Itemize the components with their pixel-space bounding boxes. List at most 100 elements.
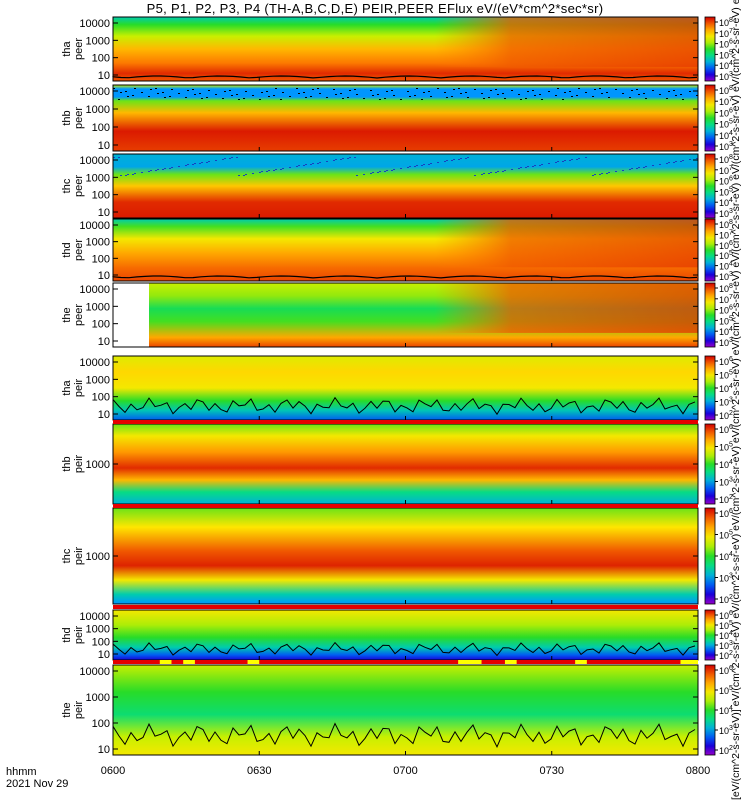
colorbar-tick-label: 105 (719, 442, 733, 453)
y-tick-label: 100 (92, 253, 110, 265)
y-tick-label: 100 (92, 53, 110, 65)
panel-label-product: peir (73, 700, 85, 719)
colorbar-tick-label: 103 (719, 573, 733, 584)
panel-label-product: peir (73, 454, 85, 473)
colorbar-tick-label: 107 (719, 28, 733, 39)
colorbar (704, 423, 716, 505)
colorbar-tick-label: 105 (719, 685, 733, 696)
colorbar-tick-label: 103 (719, 71, 733, 82)
colorbar-tick-label: 105 (719, 620, 733, 631)
y-tick-label: 10 (98, 270, 110, 282)
heatmap-image (113, 356, 698, 420)
colorbar (704, 609, 716, 661)
colorbar-tick-label: 104 (719, 551, 733, 562)
status-gap (183, 660, 195, 664)
time-format-label: hhmm (6, 766, 37, 778)
panel-label-product: peer (73, 239, 85, 261)
panel-label-product: peer (73, 38, 85, 60)
y-tick-label: 1000 (86, 104, 110, 116)
colorbar (704, 507, 716, 605)
y-tick-label: 10000 (79, 357, 110, 369)
colorbar-tick-label: 108 (719, 85, 733, 96)
status-gap (575, 660, 587, 664)
y-tick-label: 10 (98, 649, 110, 661)
panel-thc-peir: 1000 thc peir 106 105 104 103 102 (61, 507, 733, 605)
heatmap-overlay (113, 283, 698, 333)
colorbar-tick-label: 104 (719, 383, 733, 394)
colorbar-tick-label: 105 (719, 49, 733, 60)
potential-contour (112, 75, 698, 79)
noise-contour (112, 641, 696, 657)
colorbar-tick-label: 105 (719, 119, 733, 130)
y-tick-label: 100 (92, 319, 110, 331)
y-tick-label: 100 (92, 718, 110, 730)
heatmap-image (113, 424, 698, 504)
panel-label-product: peir (73, 625, 85, 644)
x-tick-label: 0630 (247, 765, 271, 777)
y-tick-label: 10000 (79, 155, 110, 167)
colorbar-tick-label: 104 (719, 326, 733, 337)
colorbar-tick-label: 103 (719, 640, 733, 651)
y-tick-label: 10000 (79, 611, 110, 623)
colorbar-tick-label: 105 (719, 530, 733, 541)
colorbar-tick-label: 107 (719, 96, 733, 107)
colorbar-tick-label: 106 (719, 176, 733, 187)
y-tick-label: 1000 (86, 692, 110, 704)
heatmap-overlay (113, 219, 698, 268)
panel-label-instrument: tha (61, 379, 73, 395)
panel-label-instrument: thb (61, 110, 73, 125)
panel-label-product: peer (73, 107, 85, 129)
colorbar-tick-label: 106 (719, 424, 733, 435)
colorbar (704, 218, 716, 282)
noise-contour (112, 722, 696, 748)
panel-label-instrument: thd (61, 627, 73, 642)
colorbar-tick-label: 103 (719, 725, 733, 736)
colorbar-tick-label: 102 (719, 494, 733, 505)
panel-label-instrument: thc (61, 178, 73, 193)
heatmap-image (113, 85, 698, 151)
colorbar-tick-label: 108 (719, 283, 733, 294)
data-gap (113, 283, 149, 347)
status-gap (247, 660, 260, 664)
y-tick-label: 1000 (86, 35, 110, 47)
colorbar-tick-label: 103 (719, 397, 733, 408)
status-bar-thc (113, 605, 698, 609)
colorbar-tick-label: 104 (719, 459, 733, 470)
y-tick-label: 10 (98, 70, 110, 82)
colorbar (704, 16, 716, 82)
colorbar-tick-label: 106 (719, 356, 733, 367)
colorbar-tick-label: 108 (719, 154, 733, 165)
panel-label-instrument: the (61, 307, 73, 322)
status-bar (113, 660, 698, 664)
y-tick-label: 10000 (79, 18, 110, 30)
colorbar-tick-label: 105 (719, 315, 733, 326)
colorbar-tick-label: 102 (719, 745, 733, 756)
status-bar-thd (113, 660, 698, 664)
y-tick-label: 10 (98, 140, 110, 152)
colorbar-tick-label: 103 (719, 208, 733, 219)
colorbar-tick-label: 104 (719, 705, 733, 716)
y-tick-label: 100 (92, 636, 110, 648)
y-tick-label: 1000 (86, 624, 110, 636)
y-tick-label: 10 (98, 409, 110, 421)
colorbar-tick-label: 105 (719, 186, 733, 197)
panel-thb-peir: 1000 thb peir 106 105 104 103 102 (61, 423, 733, 505)
noise-contour (112, 396, 696, 416)
panel-tha-peir: 10000 1000 100 10 tha peir 106 105 104 103 102 (61, 355, 733, 421)
y-tick-label: 1000 (86, 459, 110, 471)
potential-contour (112, 275, 698, 279)
colorbar-tick-label: 106 (719, 508, 733, 519)
y-tick-label: 1000 (86, 172, 110, 184)
panel-label-instrument: thc (61, 548, 73, 563)
colorbar-tick-label: 106 (719, 305, 733, 316)
colorbar-tick-label: 108 (719, 17, 733, 28)
date-label: 2021 Nov 29 (6, 778, 69, 790)
colorbar-unit-label: [eV/(cm^2-s-sr-eV)] eV/(cm^2-s-sr-eV) eV… (730, 0, 742, 800)
status-gap (458, 660, 482, 664)
colorbar-tick-label: 106 (719, 240, 733, 251)
y-tick-label: 1000 (86, 237, 110, 249)
